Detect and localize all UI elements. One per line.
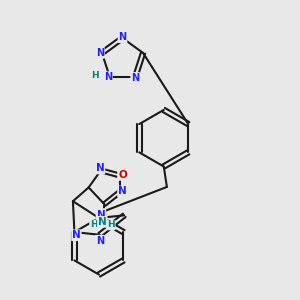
Text: N: N [104, 72, 112, 82]
Text: H: H [107, 220, 115, 230]
Text: N: N [96, 48, 104, 58]
Text: N: N [96, 236, 104, 246]
Text: N: N [118, 186, 127, 197]
Text: N: N [97, 209, 105, 219]
Text: N: N [118, 32, 127, 42]
Text: N: N [131, 73, 139, 83]
Text: H: H [91, 70, 99, 80]
Text: N: N [96, 164, 104, 173]
Text: N: N [97, 210, 105, 220]
Text: H: H [90, 220, 98, 230]
Text: N: N [72, 230, 81, 240]
Text: N: N [98, 217, 107, 227]
Text: O: O [118, 170, 127, 180]
